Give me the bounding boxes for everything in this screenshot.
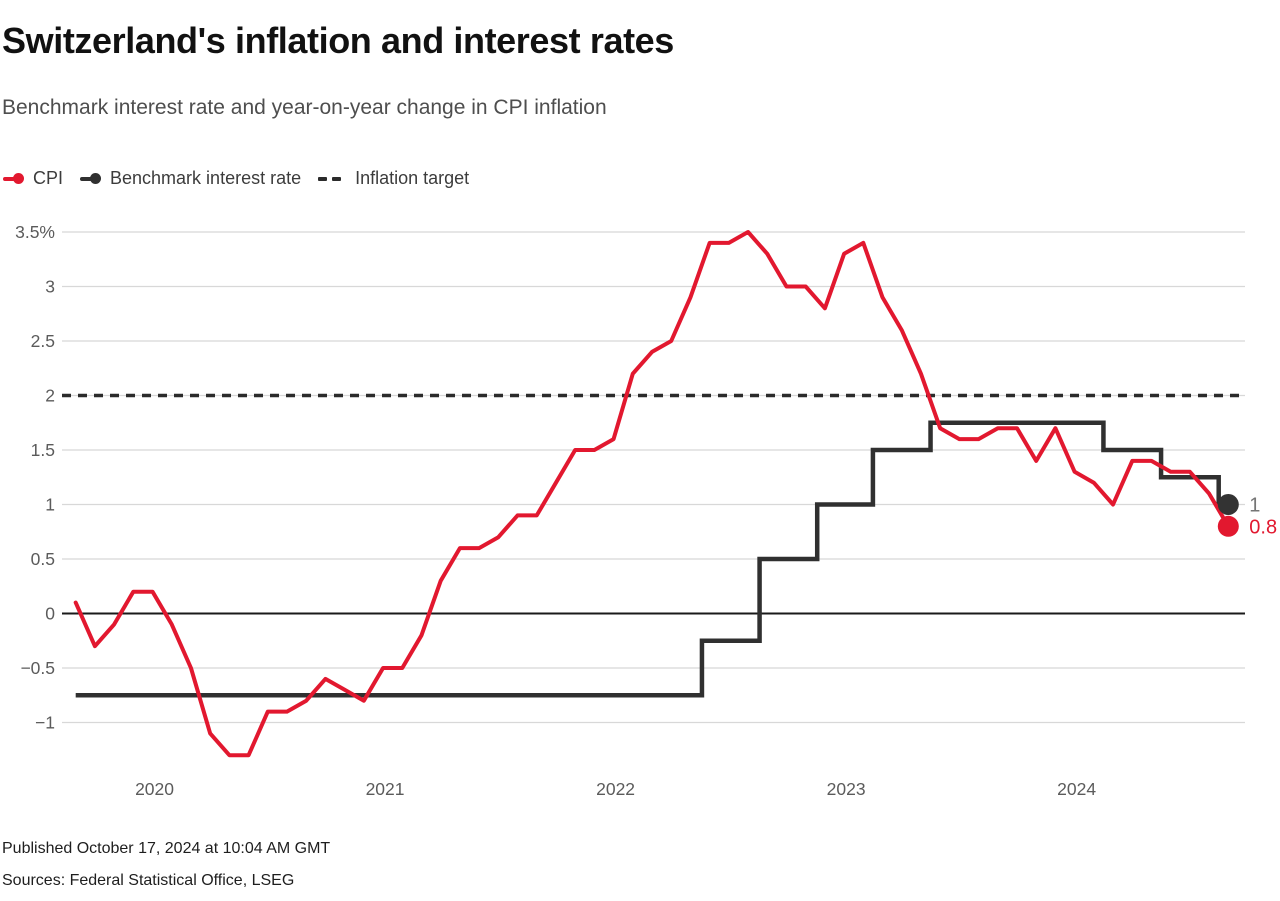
- x-tick-label: 2020: [135, 779, 174, 799]
- benchmark-legend-line: [80, 176, 93, 181]
- benchmark-legend-dot: [90, 173, 102, 184]
- legend-label-cpi: CPI: [33, 168, 64, 188]
- benchmark-end-label: 1: [1249, 495, 1260, 517]
- target-legend-dash: [318, 176, 328, 181]
- cpi-legend-dot: [13, 173, 24, 184]
- sources-note: Sources: Federal Statistical Office, LSE…: [2, 872, 295, 889]
- legend-item-cpi: CPI: [3, 168, 63, 189]
- cpi-end-dot: [1217, 515, 1239, 537]
- legend-label-benchmark: Benchmark interest rate: [110, 168, 302, 188]
- dashed-line-icon: [318, 173, 346, 185]
- y-tick-label: 2.5: [31, 331, 55, 351]
- legend-item-benchmark: Benchmark interest rate: [80, 168, 301, 189]
- published-timestamp: Published October 17, 2024 at 10:04 AM G…: [2, 840, 331, 857]
- y-tick-label: 0: [45, 604, 55, 624]
- y-tick-label: 3: [45, 277, 55, 297]
- cpi-legend-line: [3, 176, 15, 181]
- x-tick-label: 2022: [596, 779, 635, 799]
- legend: CPI Benchmark interest rate Inflation ta…: [3, 168, 469, 189]
- x-tick-label: 2021: [366, 779, 405, 799]
- target-legend-dash: [332, 176, 342, 181]
- benchmark-end-dot: [1217, 494, 1239, 515]
- legend-item-inflation-target: Inflation target: [318, 168, 469, 189]
- benchmark-line-dot-icon: [80, 173, 102, 185]
- x-tick-label: 2023: [827, 779, 866, 799]
- x-tick-label: 2024: [1057, 779, 1096, 799]
- y-tick-label: 0.5: [31, 549, 55, 569]
- y-tick-label: 3.5%: [15, 222, 55, 242]
- y-tick-label: 1: [45, 495, 55, 515]
- cpi-line: [73, 230, 1231, 758]
- cpi-line-dot-icon: [3, 173, 24, 185]
- y-tick-label: −1: [35, 713, 55, 733]
- benchmark-rate-line: [75, 420, 1229, 698]
- y-tick-label: −0.5: [20, 658, 55, 678]
- y-tick-label: 2: [45, 386, 55, 406]
- page-title: Switzerland's inflation and interest rat…: [2, 20, 674, 61]
- cpi-end-label: 0.8: [1249, 516, 1277, 538]
- legend-label-inflation-target: Inflation target: [355, 168, 470, 188]
- page-subtitle: Benchmark interest rate and year-on-year…: [2, 96, 607, 119]
- y-tick-label: 1.5: [31, 440, 55, 460]
